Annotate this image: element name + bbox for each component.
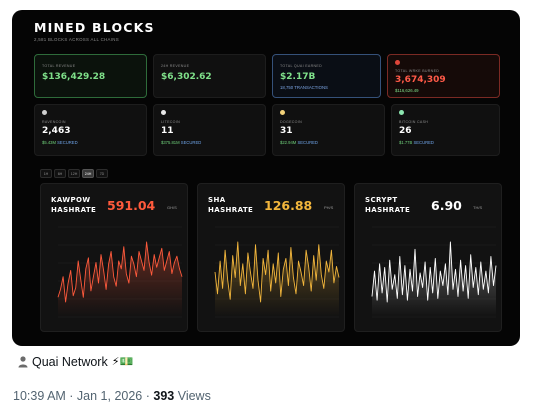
page-subtitle: 2,581 BLOCKS ACROSS ALL CHAINS (34, 37, 119, 42)
dogecoin-icon (280, 110, 285, 115)
card-label: TOTAL QUAI EARNED (280, 64, 322, 68)
ravencoin-icon (42, 110, 47, 115)
card-label: BITCOIN CASH (399, 120, 429, 124)
user-icon (18, 356, 28, 368)
hashrate-value: 6.90 (431, 198, 462, 213)
card-subvalue: $116,626.49 (395, 88, 419, 93)
scrypt-hashrate-chart (371, 226, 497, 318)
card-subvalue: 18,750 TRANSACTIONS (280, 85, 328, 90)
panel-title-line1: SHA (208, 196, 226, 204)
secured-amount: $5.43M (42, 140, 56, 145)
card-subvalue: $22.94M SECURED (280, 140, 318, 145)
timeframe-6h-button[interactable]: 6H (54, 169, 66, 178)
post-author[interactable]: Quai Network ⚡💵 (18, 355, 133, 369)
total-revenue-card: TOTAL REVENUE $136,429.28 (34, 54, 147, 98)
timeframe-selector: 1H 6H 12H 24H 7D (40, 169, 108, 178)
timeframe-7d-button[interactable]: 7D (96, 169, 108, 178)
post-meta: 10:39 AM · Jan 1, 2026 · 393 Views (13, 389, 211, 403)
author-name[interactable]: Quai Network (32, 355, 108, 369)
hashrate-series-line (214, 241, 340, 303)
page-title: MINED BLOCKS (34, 20, 155, 35)
dashboard-screenshot: MINED BLOCKS 2,581 BLOCKS ACROSS ALL CHA… (12, 10, 520, 346)
timeframe-12h-button[interactable]: 12H (68, 169, 80, 178)
panel-title-line2: HASHRATE (365, 206, 411, 214)
panel-title-line1: SCRYPT (365, 196, 398, 204)
ravencoin-card: RAVENCOIN 2,463 $5.43M SECURED (34, 104, 147, 156)
card-subvalue: $5.43M SECURED (42, 140, 78, 145)
litecoin-card: LITECOIN 11 $375.81M SECURED (153, 104, 266, 156)
sha-hashrate-chart (214, 226, 340, 318)
panel-title-line1: KAWPOW (51, 196, 91, 204)
hashrate-series-line (371, 241, 497, 303)
lightning-money-emoji: ⚡💵 (111, 356, 134, 368)
bitcoin-cash-card: BITCOIN CASH 26 $1.77B SECURED (391, 104, 500, 156)
panel-title-line2: HASHRATE (208, 206, 254, 214)
card-value: 2,463 (42, 126, 71, 136)
sha-hashrate-panel: SHA HASHRATE 126.88 PH/S (197, 183, 345, 332)
view-count: 393 (153, 389, 175, 403)
card-value: $136,429.28 (42, 72, 106, 82)
views-label: Views (174, 389, 211, 403)
panel-title: KAWPOW HASHRATE (51, 195, 96, 215)
quai-earned-card: TOTAL QUAI EARNED $2.17B 18,750 TRANSACT… (272, 54, 381, 98)
secured-amount: $375.81M (161, 140, 180, 145)
wrke-burned-card: TOTAL WRKE BURNED 3,674,309 $116,626.49 (387, 54, 500, 98)
fire-icon (395, 60, 400, 65)
panel-title: SCRYPT HASHRATE (365, 195, 410, 215)
card-value: 26 (399, 126, 412, 136)
card-subvalue: $375.81M SECURED (161, 140, 201, 145)
hashrate-unit: GH/S (167, 205, 177, 210)
hashrate-area (58, 242, 182, 317)
kawpow-hashrate-panel: KAWPOW HASHRATE 591.04 GH/S (40, 183, 188, 332)
hashrate-series-line (57, 241, 183, 303)
hashrate-unit: PH/S (324, 205, 334, 210)
card-value: $2.17B (280, 72, 316, 82)
kawpow-hashrate-chart (57, 226, 183, 318)
litecoin-icon (161, 110, 166, 115)
secured-amount: $22.94M (280, 140, 297, 145)
hashrate-value: 591.04 (107, 198, 156, 213)
card-value: 31 (280, 126, 293, 136)
secured-label: SECURED (297, 140, 318, 145)
card-value: $6,302.62 (161, 72, 212, 82)
hashrate-area (215, 242, 339, 317)
timeframe-24h-button[interactable]: 24H (82, 169, 94, 178)
secured-amount: $1.77B (399, 140, 413, 145)
card-label: 24H REVENUE (161, 64, 190, 68)
card-label: TOTAL WRKE BURNED (395, 69, 440, 73)
bitcoin-cash-icon (399, 110, 404, 115)
card-label: DOGECOIN (280, 120, 302, 124)
timeframe-1h-button[interactable]: 1H (40, 169, 52, 178)
card-label: RAVENCOIN (42, 120, 66, 124)
secured-label: SECURED (413, 140, 434, 145)
post-timestamp[interactable]: 10:39 AM · Jan 1, 2026 · (13, 389, 154, 403)
card-label: TOTAL REVENUE (42, 64, 76, 68)
panel-title: SHA HASHRATE (208, 195, 253, 215)
scrypt-hashrate-panel: SCRYPT HASHRATE 6.90 TH/S (354, 183, 502, 332)
hashrate-unit: TH/S (473, 205, 483, 210)
revenue-24h-card: 24H REVENUE $6,302.62 (153, 54, 266, 98)
card-value: 3,674,309 (395, 75, 446, 85)
card-subvalue: $1.77B SECURED (399, 140, 434, 145)
hashrate-value: 126.88 (264, 198, 313, 213)
card-value: 11 (161, 126, 174, 136)
dogecoin-card: DOGECOIN 31 $22.94M SECURED (272, 104, 385, 156)
card-label: LITECOIN (161, 120, 180, 124)
secured-label: SECURED (180, 140, 202, 145)
panel-title-line2: HASHRATE (51, 206, 97, 214)
secured-label: SECURED (57, 140, 78, 145)
